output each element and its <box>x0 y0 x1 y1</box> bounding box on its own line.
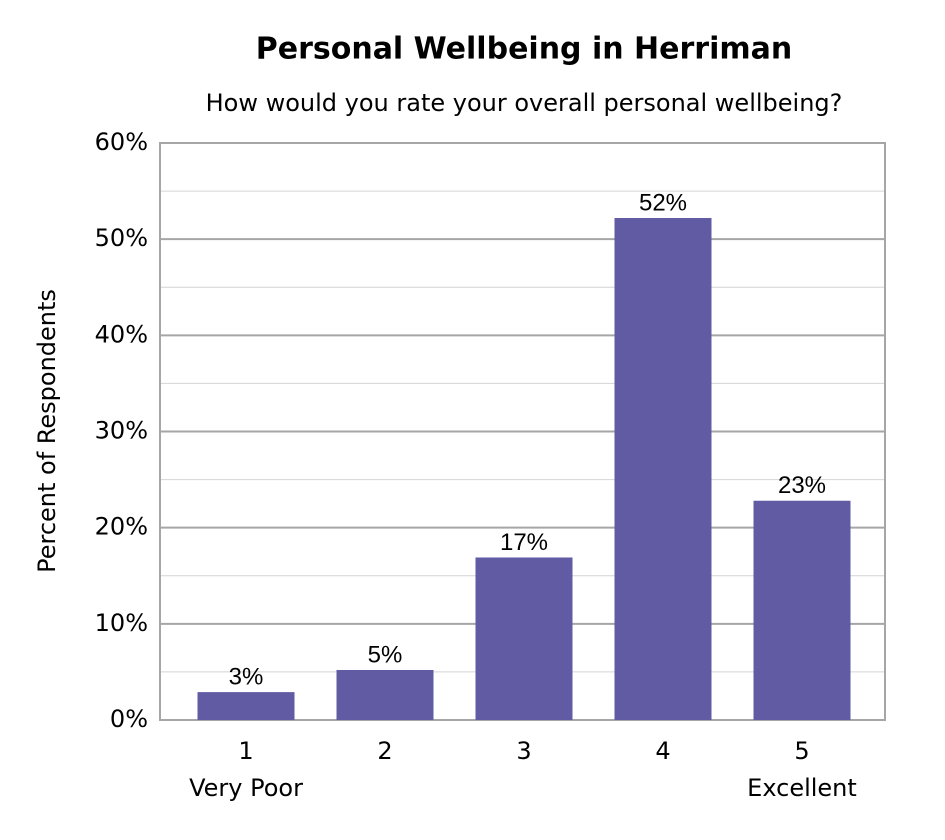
value-label: 23% <box>778 472 826 499</box>
y-tick-label: 20% <box>95 513 148 541</box>
x-tick-label: 3 <box>516 737 531 765</box>
chart-title: Personal Wellbeing in Herriman <box>256 32 793 67</box>
x-tick-sublabel: Excellent <box>747 774 857 802</box>
y-tick-label: 60% <box>95 128 148 156</box>
x-tick-label: 4 <box>655 737 670 765</box>
y-axis-title: Percent of Respondents <box>33 289 61 573</box>
x-tick-label: 5 <box>794 737 809 765</box>
x-tick-label: 2 <box>377 737 392 765</box>
chart-subtitle: How would you rate your overall personal… <box>206 89 843 117</box>
y-tick-label: 0% <box>110 705 148 733</box>
x-tick-label: 1 <box>238 737 253 765</box>
y-tick-label: 40% <box>95 320 148 348</box>
value-label: 52% <box>639 189 687 216</box>
bar <box>197 692 295 720</box>
y-tick-label: 30% <box>95 417 148 445</box>
value-label: 5% <box>368 641 403 668</box>
y-tick-label: 50% <box>95 224 148 252</box>
bar <box>336 669 434 720</box>
bar <box>614 218 712 720</box>
bar <box>475 557 573 720</box>
x-tick-sublabel: Very Poor <box>189 774 303 802</box>
bar <box>753 500 851 720</box>
y-tick-label: 10% <box>95 609 148 637</box>
value-label: 17% <box>500 529 548 556</box>
value-label: 3% <box>229 663 264 690</box>
